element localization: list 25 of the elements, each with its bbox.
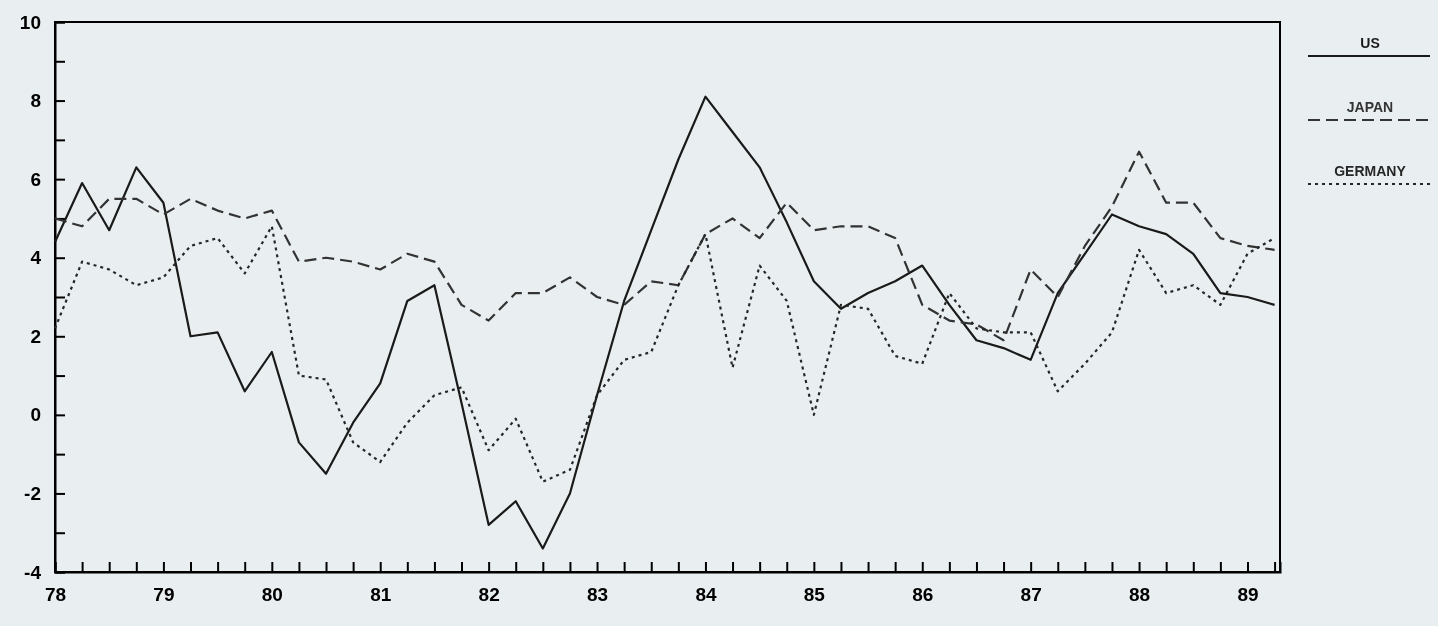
x-tick-label: 87 <box>1020 584 1042 606</box>
y-tick-label: 10 <box>19 11 41 33</box>
x-tick-label: 81 <box>370 584 392 606</box>
text: US <box>1360 35 1380 51</box>
x-tick-label: 89 <box>1237 584 1259 606</box>
y-tick-label: 6 <box>30 168 41 190</box>
text: JAPAN <box>1346 99 1394 115</box>
x-tick-label: 82 <box>478 584 500 606</box>
x-tick-label: 86 <box>912 584 934 606</box>
x-tick-label: 79 <box>153 584 175 606</box>
x-tick-label: 88 <box>1129 584 1151 606</box>
x-tick-label: 78 <box>44 584 67 606</box>
x-tick-label: 83 <box>586 584 609 606</box>
line-series <box>53 95 1276 550</box>
y-tick-label: 2 <box>30 325 41 347</box>
x-tick-label: 85 <box>803 584 826 606</box>
y-tick-label: -4 <box>24 561 42 583</box>
y-tick-label: 8 <box>30 90 41 112</box>
y-tick-label: 0 <box>30 404 41 426</box>
text: GERMANY <box>1334 163 1407 179</box>
y-tick-label: 4 <box>30 247 42 269</box>
x-tick-label: 84 <box>695 584 717 606</box>
y-tick-label: -2 <box>24 483 41 505</box>
x-tick-label: 80 <box>261 584 283 606</box>
line-series <box>53 150 1276 342</box>
